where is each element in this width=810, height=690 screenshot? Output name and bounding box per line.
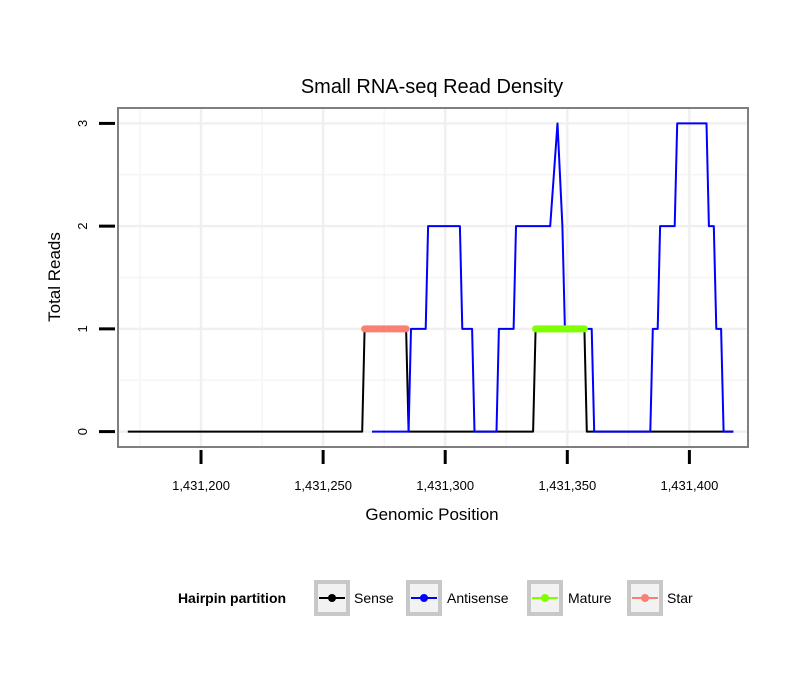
axes: 1,431,200 1,431,250 1,431,300 1,431,350 1,43… — [75, 120, 718, 493]
legend-title: Hairpin partition — [178, 590, 286, 606]
legend-label: Mature — [568, 590, 612, 606]
legend-key-dot — [420, 594, 428, 602]
legend-key-dot — [641, 594, 649, 602]
legend-label: Sense — [354, 590, 394, 606]
legend-label: Antisense — [447, 590, 509, 606]
x-tick-label: 1,431,300 — [416, 478, 474, 493]
series-layer — [127, 122, 734, 433]
legend: Hairpin partition Sense Antisense Mature St… — [178, 580, 693, 616]
y-tick-label: 0 — [75, 428, 90, 435]
series-line-sense — [127, 327, 734, 433]
y-tick-label: 2 — [75, 223, 90, 230]
chart-title: Small RNA-seq Read Density — [301, 76, 563, 98]
legend-item-mature: Mature — [527, 580, 612, 616]
grid — [118, 108, 748, 447]
legend-item-sense: Sense — [314, 580, 394, 616]
plot-border — [117, 107, 749, 448]
x-tick-label: 1,431,350 — [538, 478, 596, 493]
x-tick-label: 1,431,200 — [172, 478, 230, 493]
legend-key-dot — [328, 594, 336, 602]
y-tick-label: 1 — [75, 325, 90, 332]
legend-item-antisense: Antisense — [406, 580, 509, 616]
y-axis-label: Total Reads — [45, 232, 64, 322]
x-tick-label: 1,431,250 — [294, 478, 352, 493]
legend-item-star: Star — [627, 580, 693, 616]
series-line-antisense — [372, 122, 734, 433]
x-tick-label: 1,431,400 — [660, 478, 718, 493]
x-axis-label: Genomic Position — [365, 505, 498, 524]
legend-label: Star — [667, 590, 693, 606]
legend-key-dot — [541, 594, 549, 602]
y-tick-label: 3 — [75, 120, 90, 127]
